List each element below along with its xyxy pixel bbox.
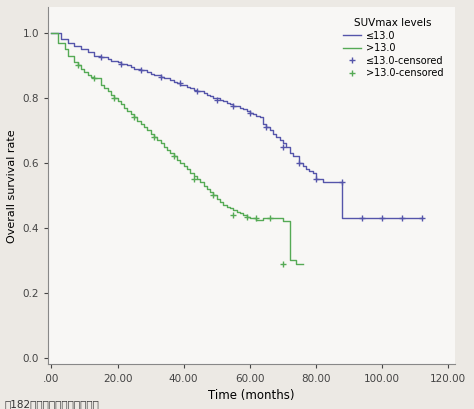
Text: 与182例肺鸞癌患者预后的关系: 与182例肺鸞癌患者预后的关系: [5, 399, 100, 409]
Y-axis label: Overall survival rate: Overall survival rate: [7, 129, 17, 243]
Legend: ≤13.0, >13.0, ≤13.0-censored, >13.0-censored: ≤13.0, >13.0, ≤13.0-censored, >13.0-cens…: [340, 16, 446, 81]
X-axis label: Time (months): Time (months): [208, 389, 295, 402]
